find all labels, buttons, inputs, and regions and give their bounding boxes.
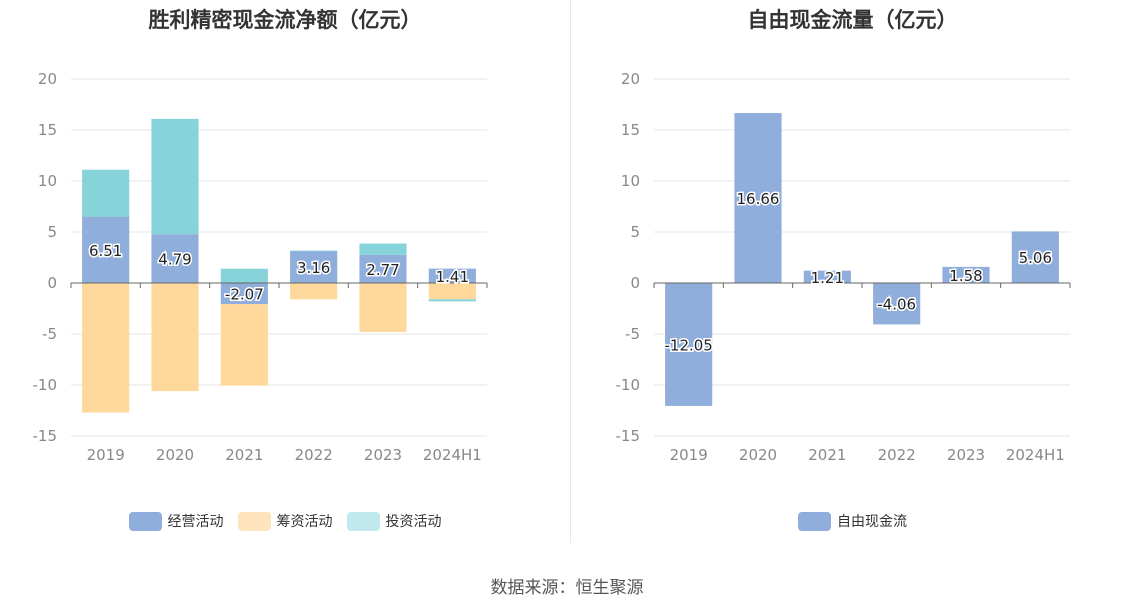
legend-label: 筹资活动 — [276, 514, 333, 530]
y-tick-label: 0 — [630, 274, 640, 292]
data-label: 1.21 — [811, 269, 844, 287]
y-tick-label: 15 — [621, 121, 640, 139]
bar-2024H1-series-1 — [428, 283, 476, 300]
bar-2023-series-0 — [359, 254, 407, 283]
bar-2023-series-1 — [359, 283, 407, 332]
bar-2024H1-series-0 — [428, 268, 476, 283]
bar-2019-series-0 — [665, 283, 713, 406]
x-tick-label: 2019 — [87, 446, 125, 464]
legend-label: 投资活动 — [385, 514, 442, 530]
legend: 经营活动 筹资活动 投资活动 — [0, 511, 570, 531]
x-tick-label: 2021 — [808, 446, 846, 464]
legend-swatch-operating — [128, 511, 162, 531]
data-source-footer: 数据来源：恒生聚源 — [490, 578, 644, 598]
bar-2022-series-0 — [873, 283, 921, 325]
data-label: 4.79 — [158, 251, 191, 269]
x-tick-label: 2020 — [156, 446, 194, 464]
free-cash-flow-chart: 20 15 10 5 0 -5 -10 -15 2019 2020 2021 2022 2023 2024… — [616, 70, 1071, 464]
data-label: 1.58 — [949, 267, 982, 285]
x-tick-label: 2024H1 — [1006, 446, 1065, 464]
x-tick-label: 2020 — [739, 446, 777, 464]
legend-item-financing[interactable]: 筹资活动 — [237, 511, 333, 531]
legend-item-free-cash-flow[interactable]: 自由现金流 — [798, 511, 907, 531]
data-label: 6.51 — [89, 242, 122, 260]
y-tick-label: 10 — [38, 172, 57, 190]
y-tick-label: -5 — [625, 325, 640, 343]
y-tick-label: 20 — [38, 70, 57, 88]
legend: 自由现金流 — [571, 511, 1134, 531]
bar-2020-series-1 — [151, 283, 199, 392]
legend-item-operating[interactable]: 经营活动 — [128, 511, 224, 531]
chart-title: 胜利精密现金流净额（亿元） — [148, 8, 422, 32]
bar-2024H1-series-0 — [1011, 231, 1059, 283]
legend-item-investing[interactable]: 投资活动 — [346, 511, 442, 531]
x-tick-label: 2024H1 — [423, 446, 482, 464]
y-tick-label: 20 — [621, 70, 640, 88]
bar-2023-series-0 — [942, 266, 990, 283]
y-tick-label: 10 — [621, 172, 640, 190]
x-tick-label: 2022 — [295, 446, 333, 464]
data-label: 16.66 — [737, 190, 780, 208]
bar-2024H1-series-2 — [428, 299, 476, 302]
bar-2022-series-2 — [290, 250, 338, 252]
y-tick-label: -15 — [33, 427, 58, 445]
x-tick-label: 2021 — [225, 446, 263, 464]
data-label: -12.05 — [664, 336, 712, 354]
net-cash-flow-chart: 20 15 10 5 0 -5 -10 -15 2019 2020 2021 2022 2023 2024… — [33, 70, 488, 464]
y-tick-label: 0 — [47, 274, 57, 292]
legend-label: 经营活动 — [167, 514, 224, 530]
bar-2019-series-2 — [82, 169, 130, 217]
chart-title: 自由现金流量（亿元） — [747, 8, 958, 32]
bar-2020-series-2 — [151, 118, 199, 235]
bar-2020-series-0 — [734, 113, 782, 284]
legend-swatch-financing — [237, 511, 271, 531]
x-tick-label: 2022 — [878, 446, 916, 464]
legend-label: 自由现金流 — [837, 514, 907, 530]
x-tick-label: 2023 — [364, 446, 402, 464]
y-tick-label: -15 — [616, 427, 641, 445]
y-tick-label: -5 — [42, 325, 57, 343]
panel-divider — [570, 0, 571, 543]
bar-2021-series-0 — [803, 270, 851, 283]
y-tick-label: 5 — [47, 223, 57, 241]
bar-2022-series-0 — [290, 250, 338, 283]
data-label: -2.07 — [225, 286, 264, 304]
net-cash-flow-chart-panel: 胜利精密现金流净额（亿元） 20 15 10 5 0 -5 -10 -15 2019 2020 20… — [0, 0, 570, 545]
bar-2019-series-1 — [82, 283, 130, 413]
bar-2019-series-0 — [82, 216, 130, 283]
y-tick-label: -10 — [33, 376, 58, 394]
data-label: -4.06 — [877, 296, 916, 314]
legend-swatch-investing — [346, 511, 380, 531]
free-cash-flow-chart-panel: 自由现金流量（亿元） 20 15 10 5 0 -5 -10 -15 2019 2020 2021 2… — [571, 0, 1134, 545]
x-tick-label: 2019 — [670, 446, 708, 464]
y-tick-label: 5 — [630, 223, 640, 241]
data-label: 2.77 — [366, 261, 399, 279]
bar-2023-series-2 — [359, 243, 407, 255]
bar-2021-series-2 — [220, 268, 268, 283]
data-label: 3.16 — [297, 259, 330, 277]
bar-2021-series-0 — [220, 283, 268, 305]
legend-swatch-free-cash-flow — [798, 511, 831, 531]
y-tick-label: 15 — [38, 121, 57, 139]
y-tick-label: -10 — [616, 376, 641, 394]
x-tick-label: 2023 — [947, 446, 985, 464]
bar-2021-series-1 — [220, 304, 268, 386]
data-label: 1.41 — [436, 268, 469, 286]
bar-2022-series-1 — [290, 283, 338, 300]
data-label: 5.06 — [1019, 249, 1052, 267]
bar-2020-series-0 — [151, 234, 199, 283]
